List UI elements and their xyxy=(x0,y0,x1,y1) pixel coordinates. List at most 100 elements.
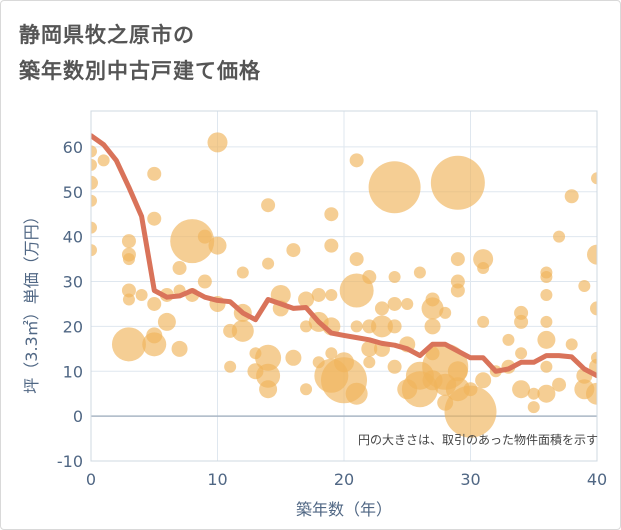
bubble-point xyxy=(591,172,597,185)
bubble-point xyxy=(540,360,553,373)
bubble-point xyxy=(91,175,98,190)
bubble-point xyxy=(97,154,110,167)
bubble-point xyxy=(537,330,556,349)
bubble-point xyxy=(135,288,148,301)
y-tick-label: 50 xyxy=(63,183,83,202)
y-tick-label: 40 xyxy=(63,228,83,247)
bubble-point xyxy=(231,319,254,342)
bubble-point xyxy=(473,249,494,270)
bubble-point xyxy=(349,153,364,168)
bubble-point xyxy=(586,382,597,405)
chart-title-line2: 築年数別中古戸建て価格 xyxy=(19,59,261,83)
bubble-point xyxy=(527,387,540,400)
bubble-point xyxy=(374,301,389,316)
bubble-point xyxy=(121,234,136,249)
bubble-point xyxy=(255,344,282,371)
bubble-point xyxy=(236,266,249,279)
bubble-point xyxy=(424,318,441,335)
bubble-point xyxy=(370,315,393,338)
bubble-point xyxy=(298,291,315,308)
y-tick-label: 60 xyxy=(63,138,83,157)
bubble-point xyxy=(121,283,136,298)
bubble-point xyxy=(172,261,187,276)
x-tick-label: 10 xyxy=(207,470,227,489)
bubble-point xyxy=(325,347,338,360)
y-axis-label: 坪（3.3㎡）単価（万円） xyxy=(22,208,41,393)
y-tick-label: 0 xyxy=(73,407,83,426)
bubble-point xyxy=(300,383,313,396)
bubble-point xyxy=(387,319,402,334)
bubble-point xyxy=(345,382,368,405)
y-tick-label: 20 xyxy=(63,317,83,336)
bubble-point xyxy=(527,401,540,414)
bubble-point xyxy=(197,274,212,289)
x-tick-label: 30 xyxy=(460,470,480,489)
bubble-point xyxy=(540,315,553,328)
bubble-point xyxy=(413,266,426,279)
bubble-series xyxy=(91,132,597,438)
bubble-point xyxy=(147,166,162,181)
bubble-point xyxy=(553,230,566,243)
bubble-point xyxy=(565,338,578,351)
bubble-point xyxy=(208,236,227,255)
bubble-point xyxy=(259,380,278,399)
average-line-series xyxy=(91,133,597,379)
bubble-point xyxy=(363,356,376,369)
bubble-point xyxy=(444,385,497,438)
bubble-point xyxy=(286,243,301,258)
bubble-point xyxy=(171,340,188,357)
x-tick-label: 0 xyxy=(86,470,96,489)
plot-border xyxy=(90,110,598,462)
bubble-point xyxy=(91,158,97,171)
bubble-point xyxy=(430,155,485,210)
bubble-point xyxy=(564,189,579,204)
bubble-point xyxy=(350,320,363,333)
bubble-point xyxy=(224,360,237,373)
x-tick-label: 20 xyxy=(334,470,354,489)
bubble-point xyxy=(147,211,162,226)
bubble-point xyxy=(147,296,162,311)
bubble-point xyxy=(421,297,444,320)
bubble-point xyxy=(387,296,402,311)
bubble-point xyxy=(142,332,167,357)
chart-title-line1: 静岡県牧之原市の xyxy=(19,23,195,47)
bubble-point xyxy=(590,301,597,316)
bubble-point xyxy=(439,306,452,319)
bubble-point xyxy=(362,270,377,285)
bubble-point xyxy=(514,314,529,329)
y-tick-label: 30 xyxy=(63,273,83,292)
bubble-point xyxy=(91,194,97,207)
x-axis-label: 築年数（年） xyxy=(296,500,392,519)
bubble-point xyxy=(552,377,567,392)
bubble-point xyxy=(207,132,228,153)
bubble-point xyxy=(388,271,401,284)
bubble-point xyxy=(262,257,275,270)
bubble-point xyxy=(368,161,421,214)
bubble-point xyxy=(325,288,338,301)
bubble-point xyxy=(477,262,490,275)
bubble-point xyxy=(477,315,490,328)
y-tick-label: 10 xyxy=(63,362,83,381)
bubble-point xyxy=(447,361,468,382)
bubble-point xyxy=(349,252,364,267)
bubble-point xyxy=(111,327,146,362)
x-tick-label: 40 xyxy=(587,470,607,489)
bubble-point xyxy=(515,347,528,360)
bubble-point xyxy=(197,229,212,244)
bubble-point xyxy=(122,293,135,306)
average-price-line xyxy=(91,133,597,379)
bubble-size-note: 円の大きさは、取引のあった物件面積を示す xyxy=(358,432,598,447)
bubble-point xyxy=(324,207,339,222)
bubble-point xyxy=(157,312,176,331)
bubble-point xyxy=(387,359,402,374)
bubble-point xyxy=(256,363,281,388)
bubble-point xyxy=(401,297,414,310)
bubble-point xyxy=(450,283,465,298)
bubble-point xyxy=(261,198,276,213)
bubble-point xyxy=(91,145,97,158)
bubble-point xyxy=(537,384,556,403)
bubble-point xyxy=(324,238,339,253)
